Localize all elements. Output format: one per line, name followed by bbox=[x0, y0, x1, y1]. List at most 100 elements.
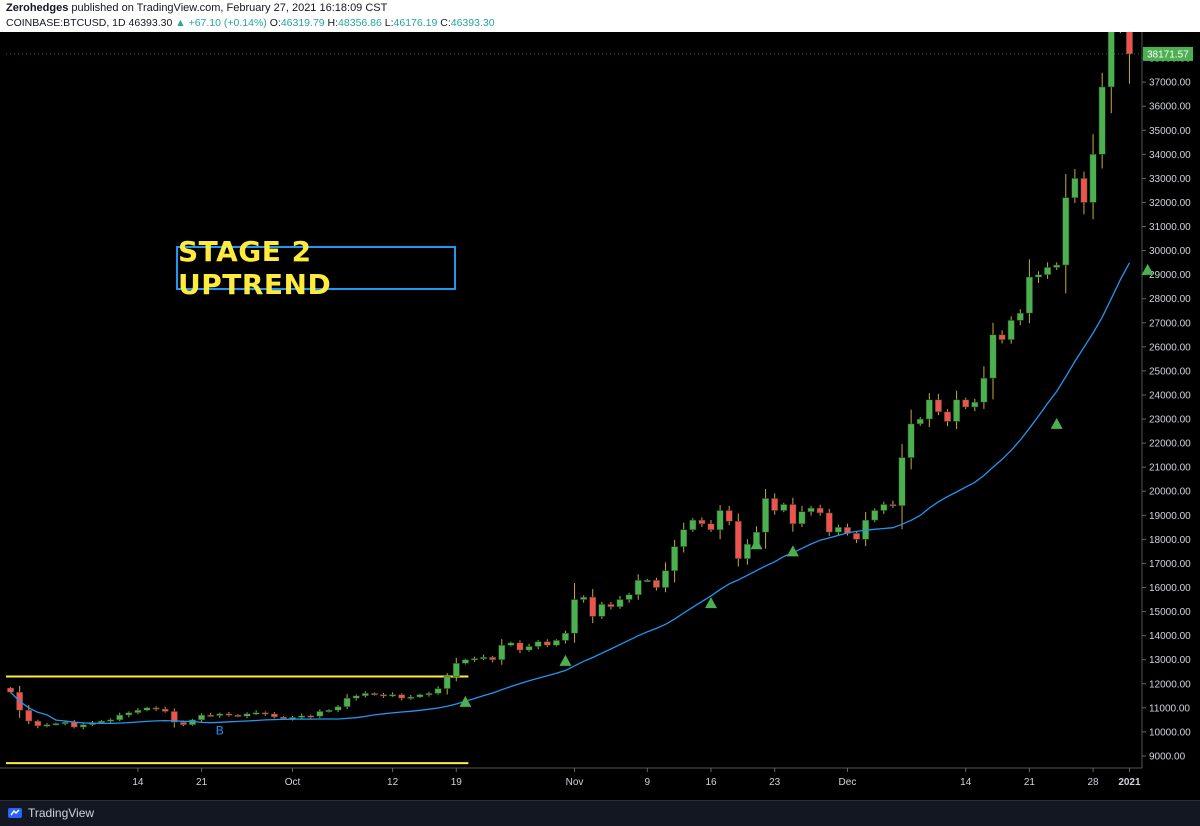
buy-signal-triangle-icon bbox=[559, 654, 572, 666]
candle-body bbox=[79, 724, 87, 728]
candle-body bbox=[780, 504, 788, 511]
candle-body bbox=[443, 676, 451, 689]
candle-body bbox=[1053, 264, 1061, 268]
candle-body bbox=[816, 507, 824, 514]
candle-body bbox=[853, 533, 860, 540]
y-tick-label: 21000.00 bbox=[1149, 463, 1191, 474]
candle-body bbox=[407, 696, 415, 699]
candle-body bbox=[207, 714, 215, 717]
brand-text: TradingView bbox=[28, 806, 95, 820]
publish-info: published on TradingView.com, February 2… bbox=[71, 2, 388, 14]
candle-body bbox=[43, 724, 51, 727]
candle-body bbox=[1071, 178, 1079, 198]
candle-body bbox=[270, 713, 278, 718]
x-tick-label: 28 bbox=[1088, 777, 1100, 788]
x-tick-label: 23 bbox=[769, 777, 781, 788]
candle-body bbox=[1089, 154, 1097, 203]
candle-body bbox=[34, 720, 42, 727]
candle-body bbox=[343, 697, 351, 707]
candle-body bbox=[825, 512, 833, 533]
y-tick-label: 22000.00 bbox=[1149, 439, 1191, 450]
candle-body bbox=[916, 418, 924, 425]
buy-signal-triangle-icon bbox=[459, 695, 472, 707]
candle-body bbox=[616, 599, 624, 608]
y-tick-label: 36000.00 bbox=[1149, 102, 1191, 113]
candle-body bbox=[416, 694, 424, 698]
x-tick-label: 2021 bbox=[1118, 777, 1141, 788]
symbol-label[interactable]: COINBASE:BTCUSD, 1D bbox=[6, 17, 126, 29]
candle-body bbox=[634, 580, 642, 595]
candle-body bbox=[61, 722, 69, 725]
candle-body bbox=[98, 720, 105, 724]
candle-body bbox=[1098, 86, 1106, 155]
stage-annotation-text: STAGE 2 UPTREND bbox=[178, 235, 332, 301]
candle-body bbox=[316, 711, 324, 717]
candle-body bbox=[380, 694, 387, 697]
candle-body bbox=[307, 715, 315, 718]
candle-body bbox=[534, 641, 542, 647]
y-tick-label: 29000.00 bbox=[1149, 270, 1191, 281]
candle-body bbox=[1016, 312, 1024, 321]
candle-body bbox=[498, 645, 506, 660]
y-tick-label: 14000.00 bbox=[1149, 631, 1191, 642]
x-tick-label: 21 bbox=[196, 777, 208, 788]
candle-body bbox=[944, 411, 951, 422]
y-tick-label: 17000.00 bbox=[1149, 559, 1191, 570]
candle-body bbox=[889, 504, 897, 507]
last-price: 46393.30 bbox=[128, 17, 173, 29]
x-tick-label: 12 bbox=[387, 777, 399, 788]
candle-body bbox=[989, 334, 997, 379]
candle-body bbox=[625, 594, 633, 600]
last-price-tag bbox=[1143, 46, 1193, 61]
y-tick-label: 34000.00 bbox=[1149, 150, 1191, 161]
candle-body bbox=[871, 510, 879, 521]
candle-body bbox=[1035, 274, 1042, 278]
candle-body bbox=[907, 423, 915, 458]
x-tick-label: 21 bbox=[1024, 777, 1036, 788]
publisher-name[interactable]: Zerohedges bbox=[6, 2, 69, 14]
candle-body bbox=[234, 714, 242, 717]
candle-body bbox=[698, 519, 706, 524]
candle-body bbox=[652, 580, 660, 588]
y-tick-label: 31000.00 bbox=[1149, 222, 1191, 233]
x-tick-label: Nov bbox=[566, 777, 584, 788]
candle-body bbox=[552, 640, 560, 646]
open-value: 46319.79 bbox=[280, 17, 325, 29]
candle-body bbox=[789, 504, 797, 524]
tradingview-brand[interactable]: TradingView bbox=[8, 806, 94, 820]
candle-body bbox=[962, 399, 970, 408]
x-tick-label: 16 bbox=[705, 777, 717, 788]
y-tick-label: 9000.00 bbox=[1149, 751, 1186, 762]
up-arrow-icon: ▲ bbox=[175, 17, 186, 29]
candle-body bbox=[807, 507, 815, 512]
y-tick-label: 13000.00 bbox=[1149, 655, 1191, 666]
candle-body bbox=[398, 694, 406, 699]
y-tick-label: 25000.00 bbox=[1149, 366, 1191, 377]
y-tick-label: 28000.00 bbox=[1149, 294, 1191, 305]
high-label: H: bbox=[327, 17, 339, 29]
candle-body bbox=[452, 663, 460, 677]
candle-body bbox=[170, 711, 178, 723]
candle-body bbox=[7, 687, 14, 693]
open-label: O: bbox=[269, 17, 281, 29]
candle-body bbox=[771, 498, 779, 511]
candle-body bbox=[52, 723, 60, 726]
candle-body bbox=[543, 641, 551, 646]
y-tick-label: 37000.00 bbox=[1149, 78, 1191, 89]
candle-body bbox=[671, 546, 679, 571]
chart-footer: TradingView bbox=[0, 800, 1200, 826]
price-chart[interactable]: 9000.00 10000.00 11000.00 12000.00 13000.00 1… bbox=[0, 32, 1200, 800]
candle-body bbox=[434, 688, 442, 694]
candle-body bbox=[370, 693, 378, 696]
tradingview-logo-icon bbox=[8, 808, 22, 818]
moving-average-line bbox=[10, 262, 1131, 725]
candle-body bbox=[489, 657, 497, 660]
candle-body bbox=[525, 646, 533, 651]
x-tick-label: 9 bbox=[645, 777, 651, 788]
candle-body bbox=[461, 659, 469, 664]
close-label: C: bbox=[440, 17, 451, 29]
candle-body bbox=[334, 706, 342, 711]
candle-body bbox=[1080, 178, 1088, 203]
candle-body bbox=[161, 708, 169, 712]
candle-body bbox=[1107, 32, 1115, 88]
